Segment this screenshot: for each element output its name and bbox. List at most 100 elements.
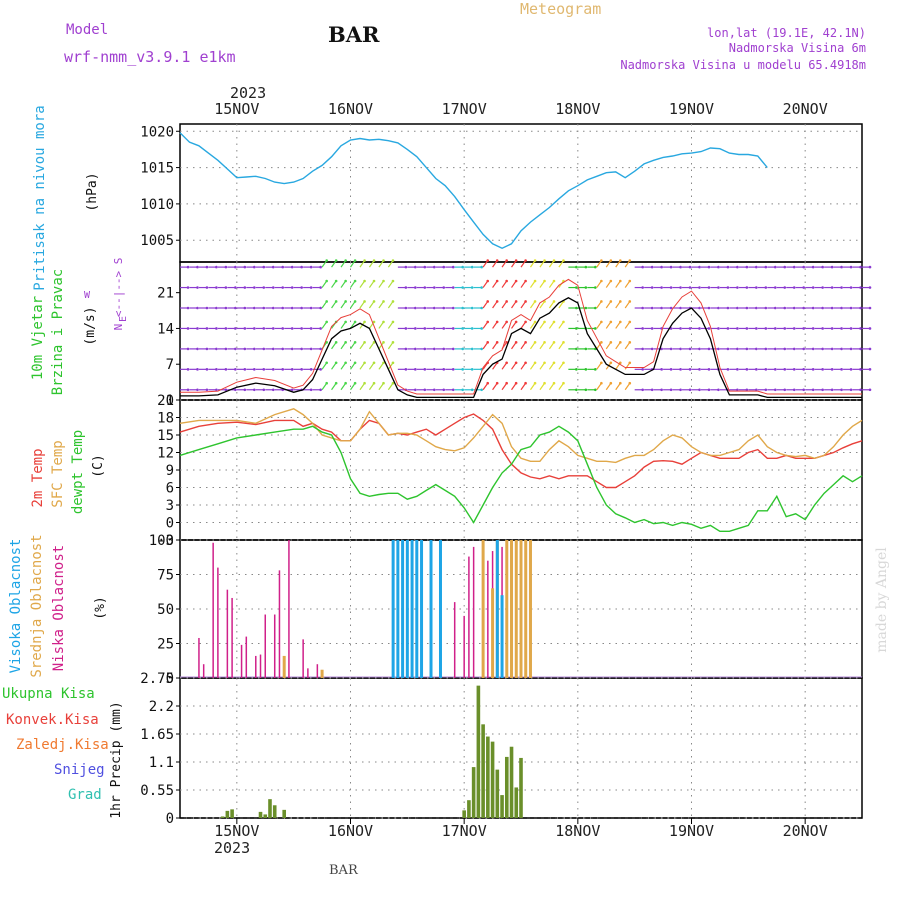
wind-arrow-head bbox=[186, 265, 190, 269]
wind-arrow-head bbox=[562, 381, 565, 385]
wind-arrow-head bbox=[234, 306, 237, 310]
precip-total-label: Ukupna Kisa bbox=[2, 686, 95, 702]
wind-arrow bbox=[492, 260, 498, 268]
wind-arrow-head bbox=[660, 347, 663, 351]
wind-arrow-head bbox=[619, 361, 622, 365]
wind-arrow-head bbox=[524, 381, 527, 385]
wind-arrow-head bbox=[575, 286, 578, 289]
wind-arrow-head bbox=[290, 368, 294, 371]
wind-arrow-head bbox=[334, 279, 338, 283]
wind-arrow bbox=[511, 382, 517, 391]
wind-arrow bbox=[548, 301, 555, 309]
wind-arrow-head bbox=[391, 279, 395, 283]
wind-arrow-head bbox=[495, 259, 499, 262]
wind-arrow-head bbox=[344, 320, 347, 324]
wind-arrow-head bbox=[660, 388, 663, 392]
cloud-bar-high bbox=[495, 540, 499, 678]
wind-arrow-head bbox=[319, 388, 322, 392]
wind-arrow bbox=[539, 260, 546, 268]
cloud-bar-high bbox=[500, 595, 504, 678]
cloud-bar-low bbox=[226, 589, 229, 678]
wind-arrow-head bbox=[552, 279, 556, 283]
wind-arrow bbox=[511, 280, 517, 288]
wind-arrow-head bbox=[205, 347, 209, 351]
panel-grids bbox=[180, 124, 862, 819]
temp-series-sfc bbox=[179, 408, 863, 464]
wind-arrow-head bbox=[698, 368, 701, 371]
wind-arrow-head bbox=[382, 300, 385, 303]
wind-arrow-head bbox=[186, 327, 190, 330]
wind-arrow-head bbox=[792, 306, 796, 310]
wind-arrow bbox=[539, 362, 546, 370]
wind-arrow bbox=[548, 382, 555, 391]
wind-arrow bbox=[605, 280, 612, 288]
wind-arrow bbox=[368, 260, 375, 268]
precip-conv-label: Konvek.Kisa bbox=[6, 712, 99, 728]
wind-arrow-head bbox=[243, 286, 247, 289]
wind-arrow-head bbox=[262, 265, 266, 269]
wind-arrow bbox=[539, 341, 546, 350]
model-elevation-label: Nadmorska Visina u modelu 65.4918m bbox=[620, 58, 866, 72]
wind-arrow-head bbox=[707, 347, 711, 351]
wind-arrow-head bbox=[486, 259, 489, 262]
clouds-tick-label: 50 bbox=[157, 602, 174, 618]
wind-arrow-head bbox=[821, 368, 824, 371]
wind-arrow bbox=[482, 382, 489, 391]
temperature-plot bbox=[179, 408, 863, 532]
wind-arrow-head bbox=[600, 300, 603, 303]
wind-arrow-head bbox=[745, 347, 749, 351]
precip-plot bbox=[180, 685, 862, 819]
wind-arrow-head bbox=[840, 286, 843, 289]
bottom-day-label: 20NOV bbox=[783, 822, 828, 840]
wind-arrow-head bbox=[480, 286, 483, 289]
wind-arrow bbox=[596, 341, 602, 350]
wind-arrow-head bbox=[382, 381, 385, 385]
wind-arrow bbox=[548, 280, 555, 288]
wind-arrow bbox=[482, 260, 489, 268]
wind-arrow-head bbox=[262, 286, 266, 289]
wind-arrow-head bbox=[641, 327, 644, 330]
wind-arrow-head bbox=[773, 286, 777, 289]
wind-arrow-head bbox=[619, 300, 622, 303]
wind-arrow-head bbox=[243, 347, 247, 351]
precip-bar bbox=[519, 757, 523, 818]
wind-arrow-head bbox=[533, 259, 537, 262]
wind-arrow-head bbox=[543, 341, 546, 344]
wind-arrow bbox=[368, 341, 375, 350]
wind-arrow-head bbox=[344, 279, 347, 283]
wind-arrow-head bbox=[281, 286, 285, 289]
wind-arrow bbox=[529, 341, 536, 350]
bottom-day-label: 17NOV bbox=[442, 822, 487, 840]
wind-arrow-head bbox=[650, 347, 654, 351]
wind-arrow bbox=[359, 280, 366, 288]
wind-arrow-head bbox=[830, 306, 834, 310]
wind-arrow-head bbox=[505, 341, 508, 344]
wind-arrow-head bbox=[669, 286, 673, 289]
cloud-bar-low bbox=[264, 614, 266, 678]
wind-arrow bbox=[624, 362, 631, 370]
wind-arrow bbox=[331, 382, 337, 391]
wind-arrow-head bbox=[290, 306, 294, 310]
wind-arrow-head bbox=[414, 265, 417, 269]
wind-arrow bbox=[520, 321, 527, 329]
temperature-tick-label: 18 bbox=[157, 411, 174, 427]
cloud-bar-high bbox=[396, 540, 400, 678]
temp-2m-label: 2m Temp bbox=[30, 448, 46, 507]
wind-arrow-head bbox=[562, 361, 565, 365]
wind-arrow-head bbox=[660, 306, 663, 310]
wind-arrow-head bbox=[849, 327, 853, 330]
wind-arrow-head bbox=[600, 341, 603, 344]
precip-bar bbox=[486, 736, 490, 818]
wind-arrow-head bbox=[745, 286, 749, 289]
wind-arrow bbox=[482, 341, 489, 350]
wind-speed-series bbox=[180, 297, 862, 399]
wind-arrow bbox=[529, 382, 536, 391]
wind-arrow-head bbox=[243, 327, 247, 330]
wind-arrow-head bbox=[811, 368, 815, 371]
wind-arrow-head bbox=[234, 265, 237, 269]
wind-arrow-head bbox=[224, 388, 228, 392]
wind-arrow-head bbox=[717, 347, 720, 351]
wind-arrow bbox=[529, 280, 536, 288]
wind-arrow-head bbox=[745, 388, 749, 392]
wind-arrow-head bbox=[584, 286, 588, 289]
